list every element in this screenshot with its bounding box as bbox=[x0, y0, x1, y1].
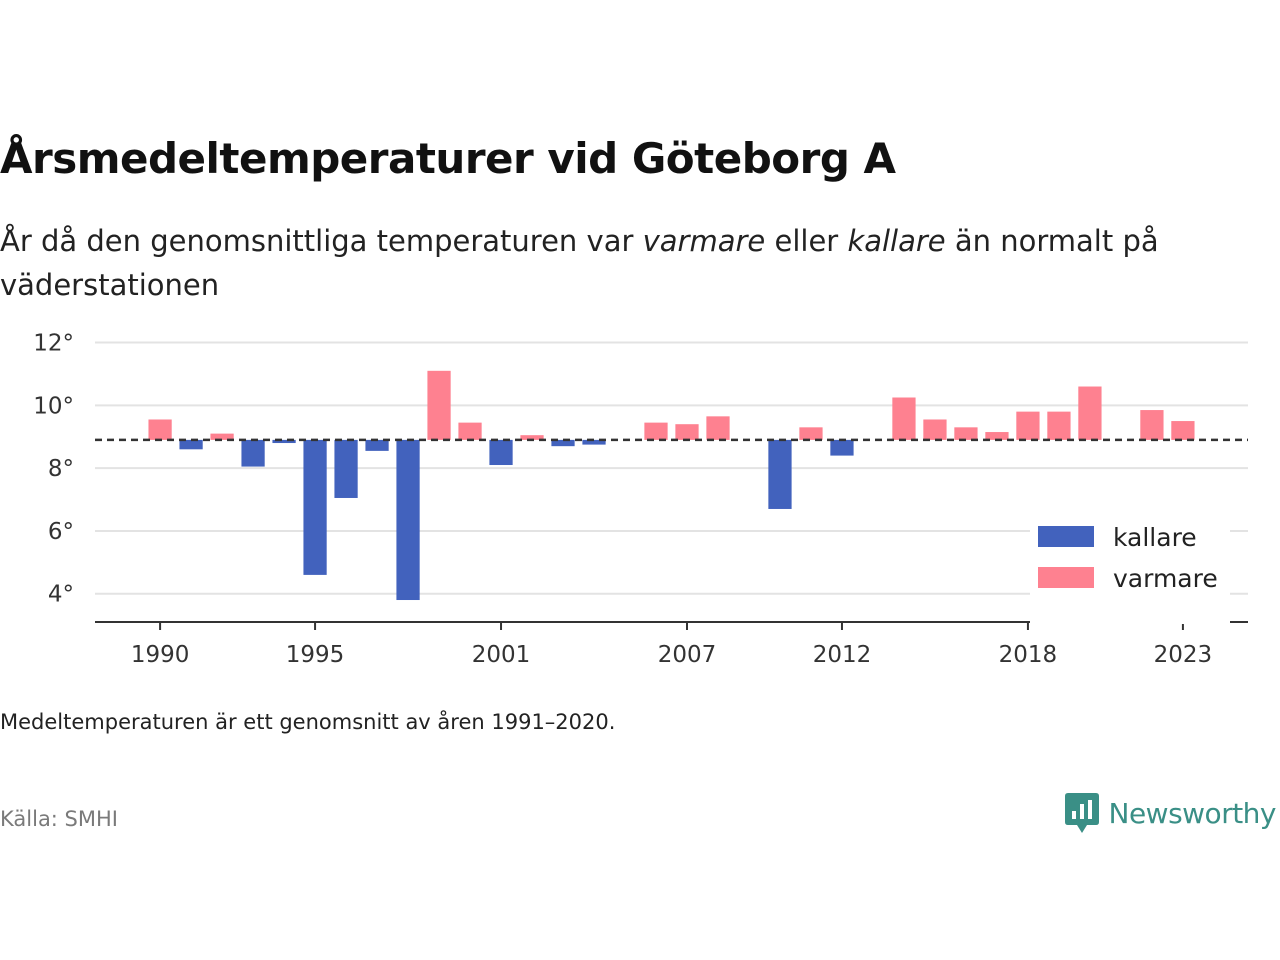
bar-1993 bbox=[241, 439, 265, 467]
x-tick-label: 2018 bbox=[999, 642, 1058, 668]
bar-2023 bbox=[1171, 421, 1195, 440]
subtitle-text-middle: eller bbox=[765, 224, 848, 258]
x-tick-label: 2012 bbox=[813, 642, 872, 668]
chart-title: Årsmedeltemperaturer vid Göteborg A bbox=[0, 134, 896, 183]
bar-2011 bbox=[799, 427, 823, 440]
bar-1994 bbox=[272, 439, 296, 444]
legend-label-varmare: varmare bbox=[1113, 564, 1218, 593]
legend: kallare varmare bbox=[1030, 520, 1230, 624]
chart-speech-bubble-icon bbox=[1064, 793, 1099, 833]
bar-2003 bbox=[551, 439, 575, 447]
y-tick-label: 12° bbox=[33, 331, 74, 357]
y-tick-label: 4° bbox=[48, 582, 74, 608]
x-axis: 1990 1995 2001 2007 2012 2018 2023 bbox=[95, 621, 1248, 668]
legend-label-kallare: kallare bbox=[1113, 523, 1197, 552]
subtitle-text-end: än normalt på väderstationen bbox=[0, 224, 1159, 302]
x-tick-label: 1995 bbox=[286, 642, 345, 668]
subtitle-warm-word: varmare bbox=[642, 224, 766, 258]
bar-2015 bbox=[923, 419, 947, 440]
bar-2004 bbox=[582, 439, 606, 445]
bar-2006 bbox=[644, 422, 668, 440]
bar-2002 bbox=[520, 435, 544, 440]
bar-2022 bbox=[1140, 410, 1164, 440]
bar-1990 bbox=[148, 419, 172, 440]
y-tick-label: 8° bbox=[48, 456, 74, 482]
bar-1995 bbox=[303, 439, 327, 575]
bar-2001 bbox=[489, 439, 513, 466]
source-credit: Källa: SMHI bbox=[0, 807, 118, 831]
x-tick-label: 2001 bbox=[472, 642, 531, 668]
x-tick-label: 2023 bbox=[1154, 642, 1213, 668]
bar-1992 bbox=[210, 433, 234, 440]
legend-swatch-varmare bbox=[1038, 567, 1094, 588]
bar-1996 bbox=[334, 439, 358, 498]
subtitle-cold-word: kallare bbox=[847, 224, 946, 258]
bar-1999 bbox=[427, 370, 451, 440]
y-tick-label: 10° bbox=[33, 393, 74, 419]
y-tick-label: 6° bbox=[48, 519, 74, 545]
x-tick-label: 2007 bbox=[658, 642, 717, 668]
newsworthy-logo: Newsworthy bbox=[1063, 790, 1277, 836]
bar-2012 bbox=[830, 439, 854, 456]
bar-1998 bbox=[396, 439, 420, 601]
bar-2000 bbox=[458, 422, 482, 440]
bar-2020 bbox=[1078, 386, 1102, 440]
bar-2017 bbox=[985, 432, 1009, 440]
bar-2010 bbox=[768, 439, 792, 509]
temperature-bar-chart: 4° 6° 8° 10° 12° 1990 1995 2001 2007 2012 2018 202… bbox=[33, 331, 1248, 668]
subtitle-text-start: År då den genomsnittliga temperaturen va… bbox=[0, 224, 643, 258]
bar-1991 bbox=[179, 439, 203, 450]
bar-1997 bbox=[365, 439, 389, 451]
chart-note: Medeltemperaturen är ett genomsnitt av å… bbox=[0, 710, 616, 734]
x-tick-label: 1990 bbox=[131, 642, 190, 668]
bar-2007 bbox=[675, 424, 699, 440]
bar-2019 bbox=[1047, 411, 1071, 440]
bar-2018 bbox=[1016, 411, 1040, 440]
bars bbox=[148, 370, 1195, 601]
bar-2016 bbox=[954, 427, 978, 440]
legend-swatch-kallare bbox=[1038, 526, 1094, 547]
y-axis-ticks: 4° 6° 8° 10° 12° bbox=[33, 331, 74, 608]
bar-2014 bbox=[892, 397, 916, 440]
brand-name: Newsworthy bbox=[1108, 796, 1277, 830]
chart-subtitle: År då den genomsnittliga temperaturen va… bbox=[0, 219, 1260, 307]
bar-2008 bbox=[706, 416, 730, 440]
